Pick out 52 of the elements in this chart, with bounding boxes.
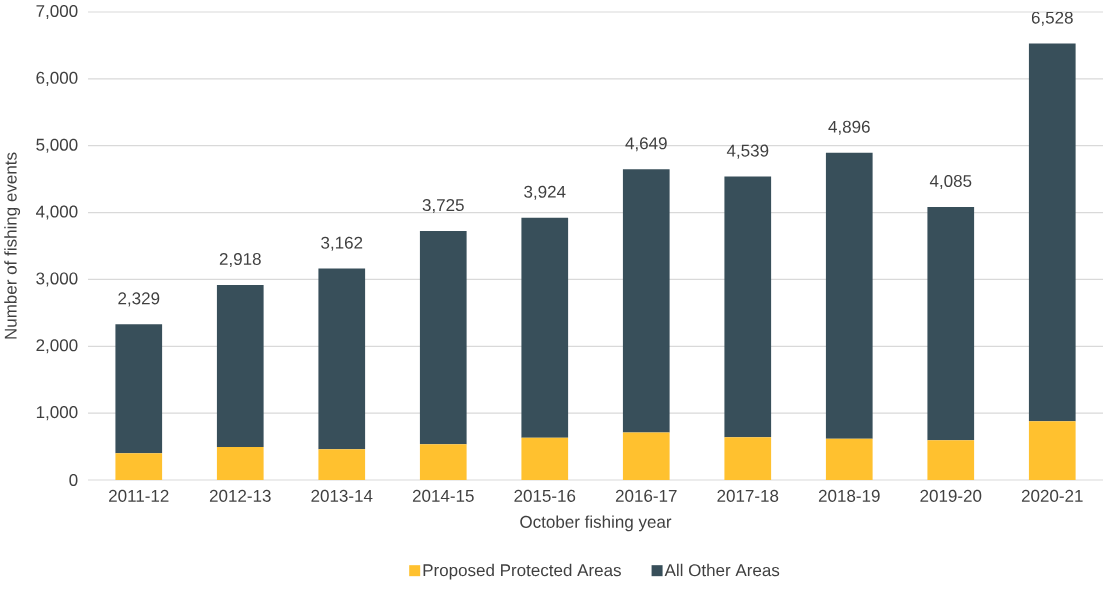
bar <box>419 230 467 445</box>
x-tick-label: 2013-14 <box>311 489 373 502</box>
y-tick-label: 7,000 <box>36 4 78 20</box>
x-axis-title: October fishing year <box>520 515 672 532</box>
y-tick-label: 0 <box>69 473 78 487</box>
total-label: 2,329 <box>118 292 160 307</box>
total-label: 4,649 <box>625 137 667 152</box>
bar <box>115 324 163 454</box>
bar <box>216 284 264 447</box>
total-label: 4,085 <box>929 174 972 190</box>
bar <box>1028 421 1076 480</box>
total-label: 6,528 <box>1031 11 1073 26</box>
bar <box>724 437 772 480</box>
y-axis-title: Number of fishing events <box>4 152 21 339</box>
legend-label: All Other Areas <box>664 563 780 577</box>
bar <box>825 438 873 480</box>
total-label: 4,539 <box>726 144 769 159</box>
bar <box>115 453 163 480</box>
bar <box>622 432 670 480</box>
x-tick-label: 2012-13 <box>209 489 271 502</box>
total-label: 3,725 <box>422 199 464 214</box>
x-tick-label: 2018-19 <box>818 489 880 502</box>
bar <box>521 217 569 438</box>
x-tick-label: 2020-21 <box>1021 489 1083 502</box>
bar <box>216 446 264 480</box>
total-label: 2,918 <box>219 252 261 268</box>
x-tick-label: 2016-17 <box>615 489 677 502</box>
y-tick-label: 2,000 <box>36 339 78 354</box>
bar <box>927 440 975 480</box>
y-tick-label: 6,000 <box>36 71 78 86</box>
y-tick-label: 4,000 <box>36 205 78 220</box>
total-label: 4,896 <box>828 120 870 135</box>
bar <box>521 437 569 480</box>
bar <box>419 444 467 480</box>
total-label: 3,162 <box>321 236 363 251</box>
x-tick-label: 2015-16 <box>514 489 576 502</box>
bar <box>318 449 366 480</box>
bar <box>927 206 975 441</box>
bar <box>622 169 670 433</box>
total-label: 3,924 <box>524 185 566 200</box>
y-tick-label: 3,000 <box>36 272 78 287</box>
bar <box>825 152 873 439</box>
bar <box>318 268 366 450</box>
y-tick-label: 5,000 <box>36 138 78 153</box>
bar <box>1028 43 1076 422</box>
x-tick-label: 2014-15 <box>412 489 474 502</box>
x-tick-label: 2017-18 <box>717 489 779 502</box>
x-tick-label: 2019-20 <box>920 489 982 502</box>
legend-label: Proposed Protected Areas <box>423 563 621 580</box>
x-tick-label: 2011-12 <box>109 489 169 502</box>
y-tick-label: 1,000 <box>36 406 78 421</box>
bar <box>724 176 772 438</box>
